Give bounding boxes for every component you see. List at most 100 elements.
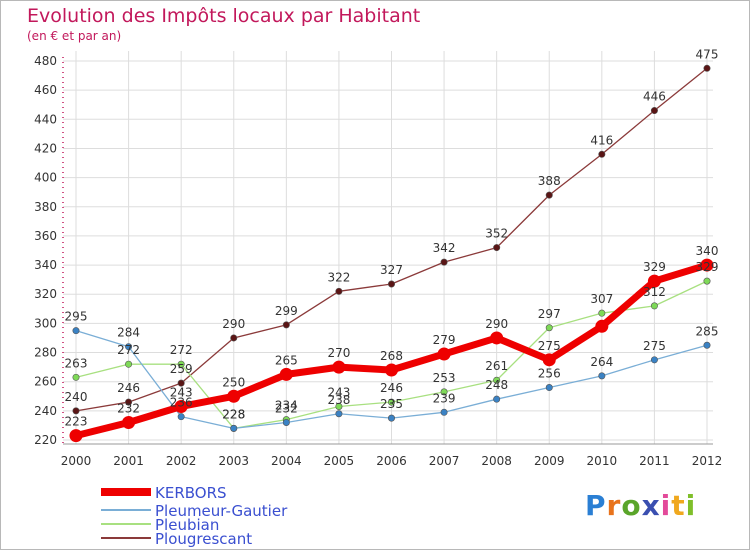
data-point (650, 356, 658, 364)
logo-letter: i (685, 489, 697, 522)
data-label: 232 (275, 402, 298, 416)
logo-letter: r (606, 489, 622, 522)
data-point (72, 327, 80, 335)
data-point (493, 244, 501, 252)
data-label: 284 (117, 326, 140, 340)
logo-letter: i (660, 489, 672, 522)
x-tick-label: 2008 (481, 454, 512, 468)
data-point (490, 331, 504, 345)
data-point (332, 360, 346, 374)
x-tick-label: 2002 (166, 454, 197, 468)
data-point (703, 64, 711, 72)
data-label: 223 (65, 415, 88, 429)
data-point (598, 150, 606, 158)
y-tick-label: 280 (34, 346, 57, 360)
data-label: 416 (590, 133, 613, 147)
data-point (335, 287, 343, 295)
logo-letter: t (671, 489, 686, 522)
data-point (700, 258, 714, 272)
data-point (545, 384, 553, 392)
data-label: 238 (327, 393, 350, 407)
data-point (647, 274, 661, 288)
logo-letter: P (585, 489, 607, 522)
data-point (387, 280, 395, 288)
y-tick-label: 300 (34, 316, 57, 330)
data-point (598, 309, 606, 317)
x-tick-label: 2009 (534, 454, 565, 468)
x-tick-label: 2000 (61, 454, 92, 468)
data-label: 265 (275, 353, 298, 367)
data-label: 236 (170, 396, 193, 410)
data-point (230, 424, 238, 432)
x-tick-label: 2012 (692, 454, 723, 468)
data-point (493, 395, 501, 403)
data-point (230, 334, 238, 342)
data-point (440, 408, 448, 416)
data-label: 297 (538, 307, 561, 321)
data-label: 243 (327, 385, 350, 399)
data-point (545, 324, 553, 332)
data-label: 246 (117, 381, 140, 395)
data-point (282, 321, 290, 329)
data-label: 272 (117, 343, 140, 357)
x-tick-label: 2001 (113, 454, 144, 468)
data-label: 264 (590, 355, 613, 369)
data-point (440, 388, 448, 396)
y-tick-label: 240 (34, 404, 57, 418)
data-label: 388 (538, 174, 561, 188)
data-label: 239 (433, 391, 456, 405)
x-tick-label: 2007 (429, 454, 460, 468)
data-point (703, 341, 711, 349)
data-label: 275 (643, 339, 666, 353)
chart-title: Evolution des Impôts locaux par Habitant (27, 5, 421, 27)
logo-letter: o (621, 489, 642, 522)
data-label: 270 (327, 346, 350, 360)
data-point (598, 372, 606, 380)
data-label: 246 (380, 381, 403, 395)
proxiti-logo: Proxiti (585, 489, 696, 522)
data-point (650, 302, 658, 310)
data-label: 312 (643, 285, 666, 299)
data-point (227, 389, 241, 403)
data-point (177, 379, 185, 387)
data-label: 261 (485, 359, 508, 373)
data-label: 446 (643, 90, 666, 104)
y-tick-label: 360 (34, 229, 57, 243)
data-label: 290 (485, 317, 508, 331)
data-point (177, 360, 185, 368)
data-label: 307 (590, 292, 613, 306)
data-label: 329 (696, 260, 719, 274)
data-label: 327 (380, 263, 403, 277)
data-label: 248 (485, 378, 508, 392)
legend-label: KERBORS (155, 484, 227, 502)
data-label: 322 (327, 270, 350, 284)
data-point (125, 398, 133, 406)
y-tick-label: 380 (34, 200, 57, 214)
data-point (703, 277, 711, 285)
data-label: 263 (65, 356, 88, 370)
x-tick-label: 2003 (218, 454, 249, 468)
data-point (545, 191, 553, 199)
x-tick-label: 2005 (324, 454, 355, 468)
data-label: 228 (222, 407, 245, 421)
data-label: 268 (380, 349, 403, 363)
logo-letter: x (641, 489, 661, 522)
data-label: 240 (65, 390, 88, 404)
data-point (174, 399, 188, 413)
y-tick-label: 420 (34, 141, 57, 155)
data-label: 250 (222, 375, 245, 389)
data-point (542, 353, 556, 367)
data-point (177, 413, 185, 421)
y-tick-label: 480 (34, 54, 57, 68)
data-label: 285 (696, 324, 719, 338)
data-point (335, 402, 343, 410)
x-tick-label: 2010 (587, 454, 618, 468)
data-label: 290 (222, 317, 245, 331)
data-label: 234 (275, 399, 298, 413)
data-point (69, 429, 83, 443)
data-point (595, 319, 609, 333)
data-point (650, 107, 658, 115)
data-label: 235 (380, 397, 403, 411)
